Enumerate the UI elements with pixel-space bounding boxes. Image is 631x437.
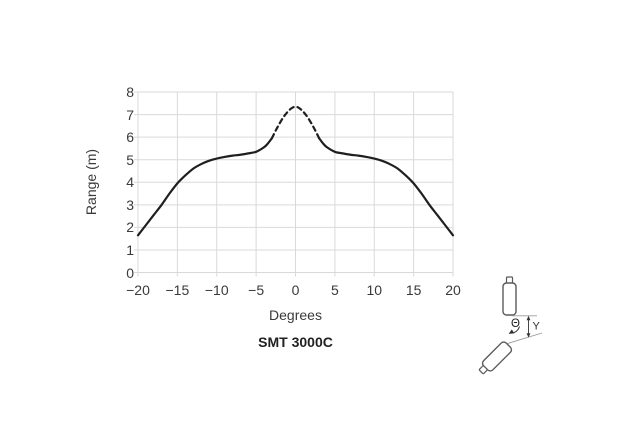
sensor-orientation-diagram: Θ Y	[478, 276, 543, 375]
x-tick-label: −5	[248, 282, 265, 298]
beam-pattern-curve	[318, 137, 455, 237]
x-tick-label: 0	[291, 282, 300, 298]
x-tick-label: 10	[366, 282, 383, 298]
y-axis-title: Range (m)	[83, 148, 99, 216]
y-tick-label: 7	[126, 106, 134, 123]
y-tick-label: 4	[126, 174, 134, 191]
x-tick-label: −15	[165, 282, 190, 298]
x-tick-label: 15	[405, 282, 422, 298]
y-tick-label: 3	[126, 196, 134, 213]
x-tick-label: −10	[204, 282, 229, 298]
vertical-sensor-icon	[502, 276, 517, 316]
x-axis-title: Degrees	[269, 307, 322, 323]
tilted-sensor-icon	[478, 341, 513, 375]
plot-area	[134, 91, 455, 277]
y-tick-label: 5	[126, 151, 134, 168]
y-tick-label: 1	[126, 241, 134, 258]
x-tick-label: −20	[126, 282, 150, 298]
x-tick-label: 20	[445, 282, 461, 298]
y-tick-label: 2	[126, 219, 134, 236]
y-dimension-arrow	[526, 315, 531, 338]
y-tick-label: 8	[126, 84, 134, 100]
y-tick-label: 6	[126, 129, 134, 146]
theta-label: Θ	[511, 318, 520, 330]
y-tick-label: 0	[126, 264, 134, 281]
x-tick-label: 5	[330, 282, 339, 298]
y-offset-label: Y	[533, 321, 541, 333]
beam-pattern-curve	[136, 137, 273, 237]
chart-title: SMT 3000C	[258, 334, 333, 350]
theta-angle-icon	[508, 326, 520, 334]
tilted-axis-reference-line	[505, 332, 543, 345]
beam-pattern-curve	[270, 105, 321, 140]
